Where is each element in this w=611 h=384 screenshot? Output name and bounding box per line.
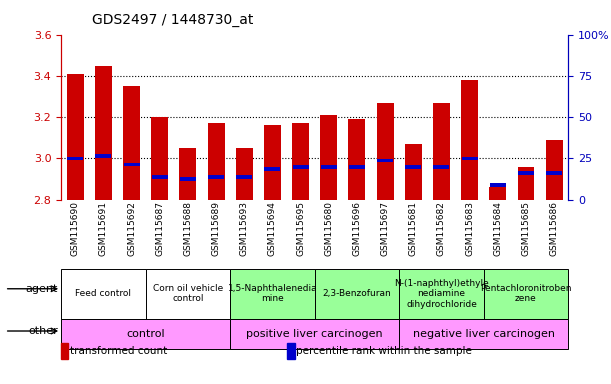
Bar <box>230 269 315 319</box>
Bar <box>518 171 534 175</box>
Bar <box>405 165 422 169</box>
Bar <box>546 140 563 200</box>
Text: Corn oil vehicle
control: Corn oil vehicle control <box>153 284 223 303</box>
Bar <box>461 80 478 200</box>
Bar <box>461 157 478 160</box>
Bar <box>405 144 422 200</box>
Bar <box>399 269 484 319</box>
Bar <box>152 175 168 179</box>
Bar <box>484 269 568 319</box>
Text: N-(1-naphthyl)ethyle
nediamine
dihydrochloride: N-(1-naphthyl)ethyle nediamine dihydroch… <box>394 279 489 309</box>
Bar <box>518 167 535 200</box>
Text: agent: agent <box>26 284 58 294</box>
Bar <box>123 163 139 166</box>
Text: control: control <box>126 329 165 339</box>
Bar <box>349 165 365 169</box>
Bar <box>236 175 252 179</box>
Text: 2,3-Benzofuran: 2,3-Benzofuran <box>323 289 391 298</box>
Bar <box>433 103 450 200</box>
Bar <box>489 187 507 200</box>
Bar <box>61 269 145 319</box>
Bar <box>265 167 280 170</box>
Text: GDS2497 / 1448730_at: GDS2497 / 1448730_at <box>92 13 253 27</box>
Bar <box>236 148 253 200</box>
Bar <box>61 319 230 349</box>
Text: 1,5-Naphthalenedia
mine: 1,5-Naphthalenedia mine <box>227 284 317 303</box>
Text: percentile rank within the sample: percentile rank within the sample <box>296 346 472 356</box>
Text: other: other <box>28 326 58 336</box>
Bar <box>180 148 196 200</box>
Bar <box>546 171 562 175</box>
Bar <box>433 165 450 169</box>
Bar <box>145 269 230 319</box>
Bar <box>230 319 399 349</box>
Bar <box>376 103 393 200</box>
Text: negative liver carcinogen: negative liver carcinogen <box>412 329 555 339</box>
Bar <box>180 177 196 181</box>
Text: positive liver carcinogen: positive liver carcinogen <box>246 329 383 339</box>
Bar <box>67 157 83 160</box>
Bar <box>348 119 365 200</box>
Bar <box>95 154 111 158</box>
Bar <box>95 66 112 200</box>
Bar <box>293 165 309 169</box>
Text: transformed count: transformed count <box>70 346 167 356</box>
Bar <box>321 165 337 169</box>
Bar <box>208 175 224 179</box>
Bar <box>490 184 506 187</box>
Bar <box>123 86 140 200</box>
Bar <box>315 269 399 319</box>
Text: Pentachloronitroben
zene: Pentachloronitroben zene <box>480 284 572 303</box>
Bar <box>152 117 168 200</box>
Bar <box>377 159 393 162</box>
Bar <box>264 125 281 200</box>
Bar <box>320 115 337 200</box>
Text: Feed control: Feed control <box>75 289 131 298</box>
Bar <box>67 74 84 200</box>
Bar <box>292 123 309 200</box>
Bar <box>399 319 568 349</box>
Bar <box>208 123 224 200</box>
